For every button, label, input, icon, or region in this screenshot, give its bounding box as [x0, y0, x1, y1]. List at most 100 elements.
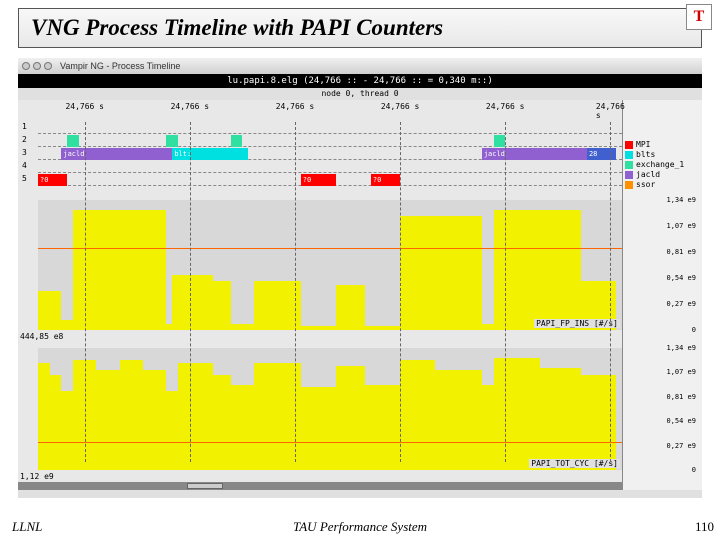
gantt-row-label: 3 [22, 148, 27, 157]
gantt-bar[interactable] [166, 135, 178, 147]
gantt-row: 4 [38, 161, 622, 173]
counter-ytick: 1,07 e9 [666, 368, 696, 376]
legend-item[interactable]: ssor [625, 180, 700, 189]
slide-title: VNG Process Timeline with PAPI Counters [31, 15, 443, 41]
counter-ytick: 0,54 e9 [666, 274, 696, 282]
gridline [610, 122, 611, 462]
traffic-lights[interactable] [22, 62, 52, 70]
legend-label: ssor [636, 180, 655, 189]
counter-bar [213, 281, 231, 330]
footer-right: 110 [695, 519, 714, 535]
counter-bar [400, 216, 482, 330]
counter-bar [336, 366, 365, 470]
counter-bar [435, 370, 482, 470]
slide-footer: LLNL TAU Performance System 110 [0, 518, 720, 536]
counter-bar [365, 326, 400, 330]
legend-swatch [625, 151, 633, 159]
counter-bar [61, 391, 73, 470]
counter-bar [166, 391, 178, 470]
counter1-stat: 444,85 e8 [20, 332, 63, 341]
counter-bar [254, 281, 301, 330]
gantt-row: 2 [38, 135, 622, 147]
legend-swatch [625, 161, 633, 169]
time-tick: 24,766 s [381, 102, 420, 111]
legend-item[interactable]: MPI [625, 140, 700, 149]
gantt-row-label: 1 [22, 122, 27, 131]
gridline [190, 122, 191, 462]
title-bar: VNG Process Timeline with PAPI Counters [18, 8, 702, 48]
counter-ytick: 1,34 e9 [666, 196, 696, 204]
counter-ytick: 0 [692, 466, 696, 474]
counter-ytick: 0,27 e9 [666, 300, 696, 308]
gantt-row-label: 5 [22, 174, 27, 183]
time-tick: 24,766 s [486, 102, 525, 111]
gantt-bar[interactable] [67, 135, 79, 147]
counter-bar [336, 285, 365, 331]
time-tick: 24,766 s [596, 102, 625, 120]
counter-bar [494, 358, 541, 470]
counter-bar [301, 326, 336, 330]
horizontal-scrollbar[interactable] [18, 482, 622, 490]
counter-caption: PAPI_FP_INS [#/s] [534, 319, 620, 328]
counter-avg-line [38, 442, 622, 443]
legend-item[interactable]: exchange_1 [625, 160, 700, 169]
counter-ytick: 0,27 e9 [666, 442, 696, 450]
counter-bar [213, 375, 231, 470]
legend-swatch [625, 141, 633, 149]
counter-bar [178, 363, 213, 470]
gantt-bar[interactable]: ?0 [371, 174, 400, 186]
gantt-bar[interactable]: jacld [61, 148, 172, 160]
logo-icon: T [694, 8, 705, 26]
gantt-row-label: 4 [22, 161, 27, 170]
counter-bar [61, 320, 73, 330]
time-axis: 24,766 s24,766 s24,766 s24,766 s24,766 s… [38, 100, 622, 122]
file-info-bar: lu.papi.8.elg (24,766 :: - 24,766 :: = 0… [18, 74, 702, 88]
window-title: Vampir NG - Process Timeline [60, 61, 180, 71]
gridline [295, 122, 296, 462]
counter-bar [50, 375, 62, 470]
counter-ytick: 0,81 e9 [666, 393, 696, 401]
counter-bar [494, 210, 582, 330]
counter-bar [540, 368, 581, 470]
counter-ytick: 0,54 e9 [666, 417, 696, 425]
gantt-bar[interactable]: 28 [587, 148, 616, 160]
gantt-bar[interactable] [231, 135, 243, 147]
legend-swatch [625, 171, 633, 179]
chart-container: 24,766 s24,766 s24,766 s24,766 s24,766 s… [18, 100, 702, 490]
gantt-row: 1 [38, 122, 622, 134]
counter-bar [73, 210, 166, 330]
legend-item[interactable]: blts [625, 150, 700, 159]
counter-bar [143, 370, 166, 470]
chart-main[interactable]: 24,766 s24,766 s24,766 s24,766 s24,766 s… [18, 100, 622, 490]
window-titlebar[interactable]: Vampir NG - Process Timeline [18, 58, 702, 74]
gantt-bar[interactable] [494, 135, 506, 147]
counter-bar [254, 363, 301, 470]
gantt-bar[interactable]: ?0 [301, 174, 336, 186]
counter-ytick: 1,07 e9 [666, 222, 696, 230]
counter-ytick: 1,34 e9 [666, 344, 696, 352]
legend-item[interactable]: jacld [625, 170, 700, 179]
counter-bar [231, 324, 254, 331]
legend-label: exchange_1 [636, 160, 684, 169]
gantt-bar[interactable]: jacld [482, 148, 587, 160]
gridline [400, 122, 401, 462]
gantt-bar[interactable]: ?0 [38, 174, 67, 186]
legend-swatch [625, 181, 633, 189]
counter-bar [231, 385, 254, 470]
footer-center: TAU Performance System [0, 519, 720, 535]
legend-label: blts [636, 150, 655, 159]
gantt-bar[interactable] [231, 148, 249, 160]
logo-box: T [686, 4, 712, 30]
counter-avg-line [38, 248, 622, 249]
vampir-window: Vampir NG - Process Timeline lu.papi.8.e… [18, 58, 702, 498]
gridline [505, 122, 506, 462]
gantt-row-label: 2 [22, 135, 27, 144]
counter-bar [365, 385, 400, 470]
counter-bar [482, 385, 494, 470]
scrollbar-thumb[interactable] [187, 483, 223, 489]
gantt-bar[interactable]: blt: [172, 148, 230, 160]
counter-fp-ins: 1,34 e91,07 e90,81 e90,54 e90,27 e90PAPI… [38, 200, 622, 330]
counter-bar [301, 387, 336, 470]
time-tick: 24,766 s [65, 102, 104, 111]
gridline [85, 122, 86, 462]
